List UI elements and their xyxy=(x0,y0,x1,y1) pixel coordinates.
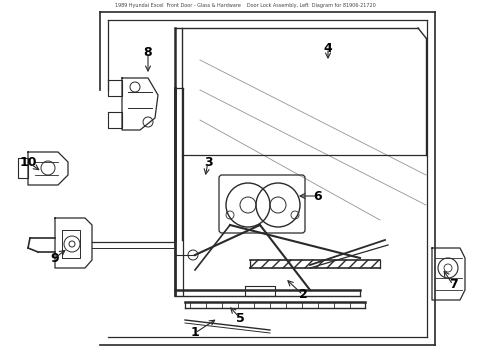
Text: 6: 6 xyxy=(314,189,322,202)
Text: 5: 5 xyxy=(236,311,245,324)
Text: 10: 10 xyxy=(19,156,37,168)
Text: 1989 Hyundai Excel  Front Door - Glass & Hardware    Door Lock Assembly, Left  D: 1989 Hyundai Excel Front Door - Glass & … xyxy=(115,3,375,8)
Text: 9: 9 xyxy=(50,252,59,265)
Text: 1: 1 xyxy=(191,327,199,339)
Text: 3: 3 xyxy=(204,156,212,168)
Text: 4: 4 xyxy=(323,41,332,54)
Text: 7: 7 xyxy=(449,279,457,292)
Text: 2: 2 xyxy=(298,288,307,302)
Text: 8: 8 xyxy=(144,45,152,59)
